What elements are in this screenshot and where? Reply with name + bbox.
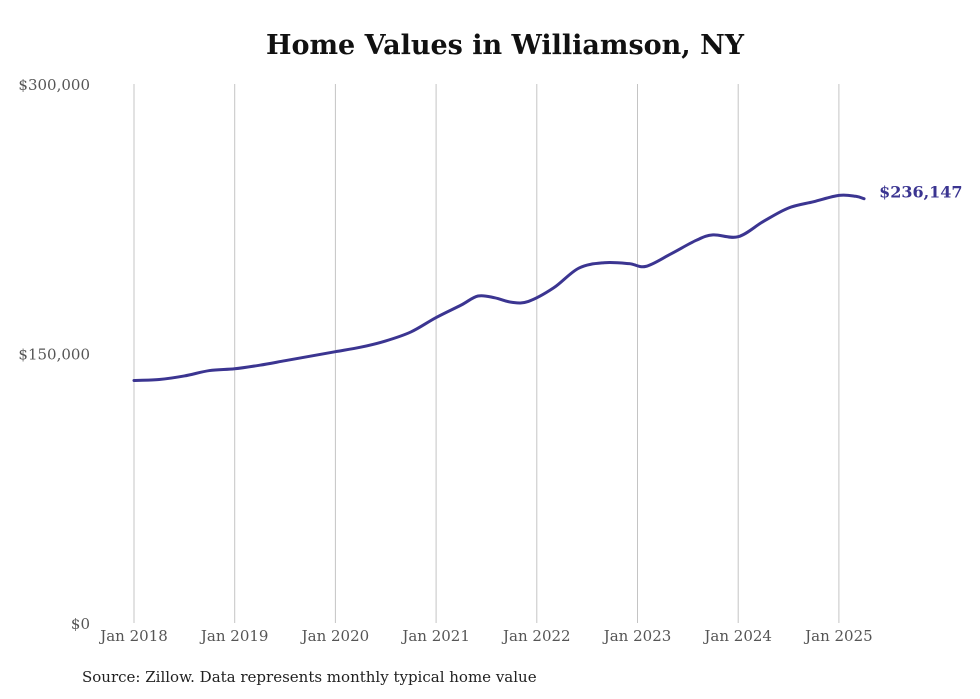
chart-title: Home Values in Williamson, NY bbox=[265, 30, 745, 61]
x-tick-label: Jan 2025 bbox=[803, 627, 873, 645]
x-tick-label: Jan 2021 bbox=[400, 627, 470, 645]
x-tick-label: Jan 2023 bbox=[602, 627, 672, 645]
y-tick-label: $300,000 bbox=[18, 76, 90, 94]
x-tick-label: Jan 2020 bbox=[300, 627, 370, 645]
source-note: Source: Zillow. Data represents monthly … bbox=[82, 668, 537, 686]
y-tick-label: $150,000 bbox=[18, 346, 90, 364]
x-tick-label: Jan 2022 bbox=[501, 627, 571, 645]
x-tick-label: Jan 2019 bbox=[199, 627, 269, 645]
x-tick-label: Jan 2024 bbox=[702, 627, 772, 645]
y-tick-label: $0 bbox=[71, 615, 90, 633]
x-tick-label: Jan 2018 bbox=[98, 627, 168, 645]
home-value-line bbox=[132, 193, 866, 382]
end-value-label: $236,147 bbox=[879, 183, 963, 202]
